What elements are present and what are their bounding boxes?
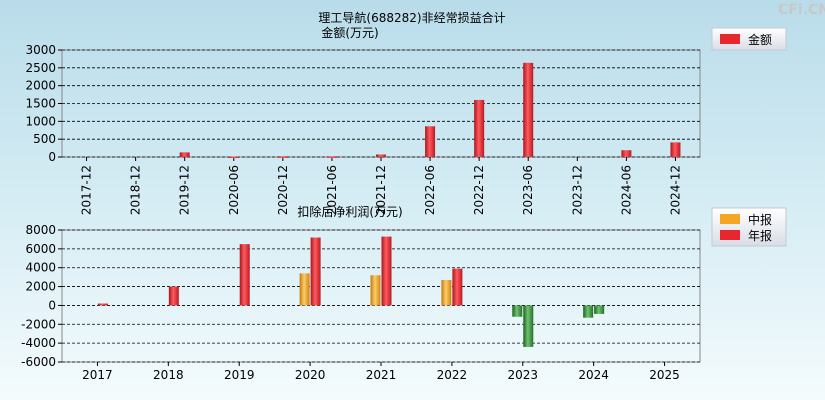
chart2-xtick-label: 2017 <box>82 368 113 382</box>
chart1-legend-swatch <box>720 34 740 44</box>
chart2-bar-年报 <box>523 305 534 347</box>
chart2-bar-年报 <box>381 236 392 306</box>
chart2-legend-swatch <box>720 214 740 224</box>
chart2-bar-年报 <box>168 286 179 306</box>
chart1-ytick-label: 3000 <box>25 43 56 57</box>
chart1-title: 理工导航(688282)非经常损益合计 <box>318 10 505 25</box>
chart2-frame <box>61 229 701 363</box>
chart1-xtick-label: 2017-12 <box>80 165 94 215</box>
chart2-bar-中报 <box>299 273 310 306</box>
chart2-bar-中报 <box>512 305 523 317</box>
chart2-xtick-label: 2024 <box>578 368 609 382</box>
chart1-bar-金额 <box>425 126 436 157</box>
chart2-bar-年报 <box>97 303 108 306</box>
chart2-bar-中报 <box>441 279 452 306</box>
chart2-bar-中报 <box>370 275 381 306</box>
chart1-ytick-label: 2500 <box>25 61 56 75</box>
chart1-bar-金额 <box>179 152 190 157</box>
chart1-bar-金额 <box>228 156 239 158</box>
chart1-xtick-label: 2022-12 <box>472 165 486 215</box>
chart1-xtick-label: 2018-12 <box>129 165 143 215</box>
chart1-xtick-label: 2020-12 <box>276 165 290 215</box>
chart1-bar-金额 <box>523 62 534 158</box>
chart2-ytick-label: -4000 <box>21 336 56 350</box>
chart2-xtick-label: 2021 <box>366 368 397 382</box>
chart1-ytick-label: 500 <box>33 132 56 146</box>
chart1-ytick-label: 0 <box>48 150 56 164</box>
watermark: CFi.CN <box>778 2 825 18</box>
chart1-bar-金额 <box>621 150 632 157</box>
chart2-ytick-label: -6000 <box>21 355 56 369</box>
chart1-subtitle: 金额(万元) <box>321 25 378 40</box>
chart2-legend-label: 年报 <box>748 228 772 243</box>
chart1-xtick-label: 2019-12 <box>178 165 192 215</box>
chart2-bar-年报 <box>594 305 605 314</box>
chart2-xtick-label: 2018 <box>153 368 184 382</box>
chart1-legend-label: 金额 <box>748 32 772 47</box>
chart1-xtick-label: 2020-06 <box>227 165 241 215</box>
chart2-ytick-label: 2000 <box>25 280 56 294</box>
chart2-bar-中报 <box>583 305 594 318</box>
chart1-xtick-label: 2023-12 <box>570 165 584 215</box>
chart1-ytick-label: 1500 <box>25 97 56 111</box>
chart2-plot: -6000 -4000 -2000 0 2000 4000 6000 8000 2017 2018… <box>21 207 787 382</box>
chart2-bar-年报 <box>310 237 321 306</box>
chart2-legend-label: 中报 <box>748 212 772 227</box>
chart2-ytick-label: 0 <box>48 298 56 312</box>
chart2-title: 扣除后净利润(万元) <box>297 204 402 219</box>
chart2-ytick-label: 8000 <box>25 223 56 237</box>
chart2-bar-年报 <box>452 268 463 306</box>
chart1-xtick-label: 2023-06 <box>521 165 535 215</box>
chart2-ytick-label: 6000 <box>25 242 56 256</box>
chart2-xtick-label: 2025 <box>649 368 680 382</box>
chart1-xtick-label: 2024-06 <box>619 165 633 215</box>
chart2-xtick-label: 2022 <box>437 368 468 382</box>
chart1-bar-金额 <box>670 142 681 157</box>
chart1-xtick-label: 2022-06 <box>423 165 437 215</box>
chart2-xtick-label: 2023 <box>508 368 539 382</box>
chart1-bar-金额 <box>376 154 386 157</box>
chart2-bar-年报 <box>239 244 250 306</box>
chart2-xtick-label: 2020 <box>295 368 326 382</box>
chart2-legend-swatch <box>720 230 740 240</box>
chart1-ytick-label: 1000 <box>25 114 56 128</box>
chart1-ytick-label: 2000 <box>25 79 56 93</box>
chart1-xtick-label: 2021-06 <box>325 165 339 215</box>
chart1-bar-金额 <box>277 156 288 158</box>
chart1-bar-金额 <box>326 156 337 158</box>
chart1-legend <box>711 27 787 51</box>
chart1-xtick-label: 2021-12 <box>374 165 388 215</box>
chart2-ytick-label: 4000 <box>25 261 56 275</box>
chart2-xtick-label: 2019 <box>224 368 255 382</box>
chart2-ytick-label: -2000 <box>21 317 56 331</box>
chart1-xtick-label: 2024-12 <box>668 165 682 215</box>
chart1-plot: 0 500 1000 1500 2000 2500 3000 2017-12 2018-12 20… <box>25 27 787 215</box>
chart1-bar-金额 <box>474 99 485 157</box>
